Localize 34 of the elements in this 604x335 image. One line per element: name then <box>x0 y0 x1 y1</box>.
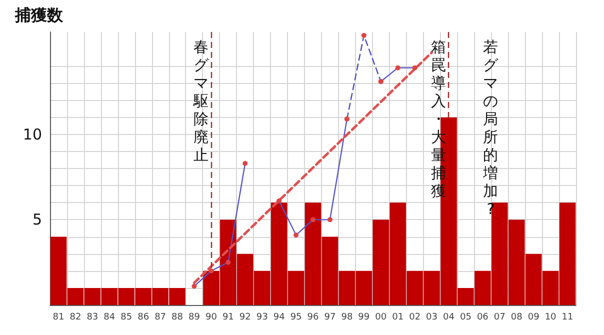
x-tick-label: 04 <box>443 312 455 322</box>
x-tick-label: 89 <box>188 312 200 322</box>
x-tick-label: 81 <box>52 312 64 322</box>
x-tick-label: 94 <box>273 312 286 322</box>
x-tick-label: 99 <box>358 312 370 322</box>
x-tick-label: 05 <box>460 312 472 322</box>
x-tick-label: 10 <box>544 312 557 322</box>
x-tick-label: 97 <box>324 312 336 322</box>
x-tick-label: 90 <box>205 312 218 322</box>
x-tick-label: 88 <box>172 312 184 322</box>
x-tick-label: 86 <box>138 312 150 322</box>
x-tick-label: 07 <box>494 312 506 322</box>
x-tick-label: 84 <box>104 312 116 322</box>
x-tick-label: 00 <box>375 312 387 322</box>
x-tick-label: 06 <box>476 312 489 322</box>
x-tick-label: 96 <box>307 312 319 322</box>
x-tick-label: 85 <box>120 312 132 322</box>
x-tick-label: 08 <box>510 312 523 322</box>
x-tick-label: 03 <box>426 312 438 322</box>
x-tick-label: 98 <box>341 312 353 322</box>
x-tick-label: 87 <box>154 312 166 322</box>
y-axis-title: 捕獲数 <box>14 6 64 24</box>
x-tick-label: 82 <box>70 312 82 322</box>
x-tick-label: 93 <box>256 312 268 322</box>
x-tick-label: 02 <box>409 312 421 322</box>
ref-line-label: 春グマ駆除廃止 <box>193 38 210 164</box>
y-tick-label: 5 <box>32 210 42 229</box>
x-tick-label: 83 <box>86 312 98 322</box>
x-tick-label: 09 <box>528 312 540 322</box>
x-tick-label: 95 <box>290 312 302 322</box>
x-tick-label: 92 <box>239 312 251 322</box>
x-tick-label: 11 <box>562 312 574 322</box>
x-tick-label: 91 <box>222 312 234 322</box>
x-tick-label: 01 <box>392 312 404 322</box>
